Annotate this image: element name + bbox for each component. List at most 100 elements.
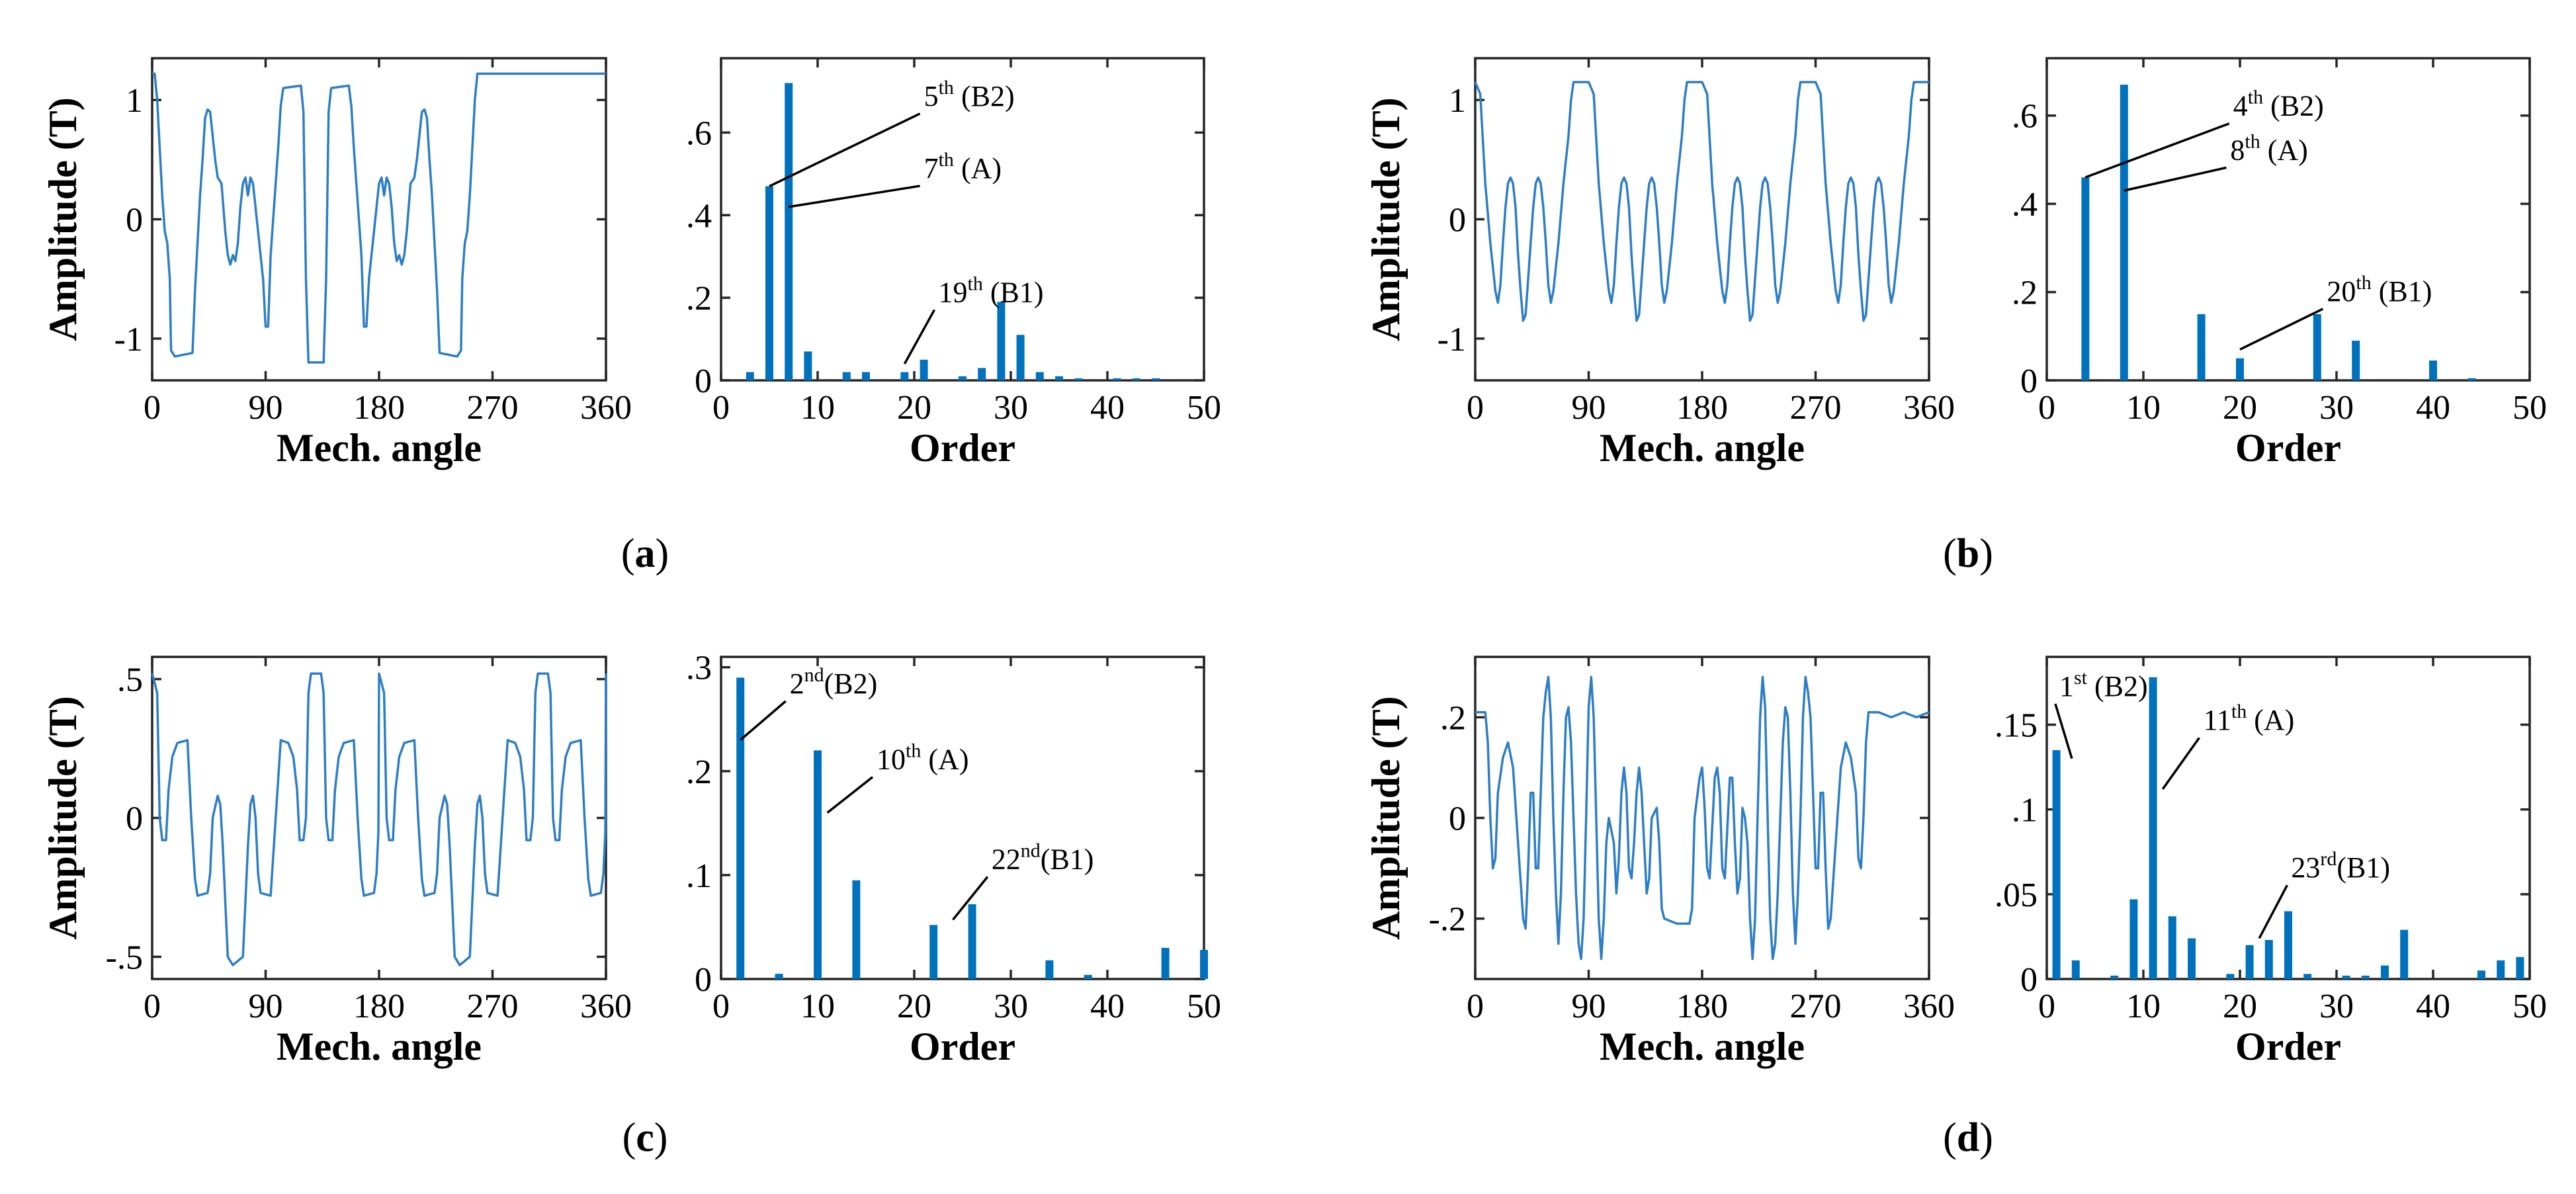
panel-d-waveform-ytick-label: .2 (1440, 699, 1466, 737)
panel-a-label: (a) (621, 531, 669, 576)
panel-a-bar-order-3 (746, 372, 754, 380)
panel-d-spectrum-ytick-label: .1 (2012, 792, 2038, 830)
panel-c-label: (c) (623, 1115, 668, 1160)
panel-c-bar-order-10 (814, 750, 822, 979)
panel-c-bar-order-34 (1045, 960, 1054, 979)
panel-b-bar-order-40 (2429, 361, 2437, 380)
panel-b-annotation-2: 20th (B1) (2327, 272, 2432, 308)
panel-c-spectrum-xtick-label: 20 (897, 988, 931, 1025)
panel-b-spectrum-xtick-label: 10 (2126, 389, 2161, 427)
panel-a-spectrum-xtick-label: 0 (712, 389, 730, 427)
panel-a-spectrum-ytick-label: .2 (686, 280, 712, 318)
panel-c-spectrum-xtick-label: 30 (994, 988, 1028, 1025)
panel-a-waveform-xtick-label: 90 (249, 389, 283, 427)
panel-a-spectrum-xtick-label: 50 (1187, 389, 1221, 427)
panel-d-bar-order-13 (2168, 916, 2176, 979)
panel-d-bar-order-19 (2226, 974, 2235, 979)
panel-c-annotation-leader-1 (826, 776, 874, 814)
panel-a-bar-order-21 (920, 359, 928, 380)
panel-c-bar-order-46 (1161, 947, 1170, 979)
panel-c-bar-order-38 (1084, 974, 1092, 979)
panel-b-spectrum-ytick-label: .4 (2012, 186, 2038, 224)
panel-c-spectrum-ytick-label: .2 (686, 753, 712, 791)
panel-c-waveform-xtick-label: 0 (144, 988, 161, 1025)
panel-b-waveform-xlabel: Mech. angle (1600, 426, 1805, 470)
panel-d-spectrum-ytick-label: .15 (1995, 707, 2038, 745)
panel-a-waveform-xtick-label: 180 (353, 389, 405, 427)
panel-c-annotation-leader-0 (740, 700, 787, 742)
panel-c-waveform-xlabel: Mech. angle (277, 1025, 482, 1068)
panel-a-bar-order-41 (1113, 378, 1121, 380)
panel-b-annotation-leader-0 (2084, 122, 2230, 179)
panel-d-spectrum-ytick-label: .05 (1995, 876, 2038, 914)
panel-d-waveform-xtick-label: 270 (1790, 988, 1842, 1025)
panel-d-waveform-xtick-label: 90 (1572, 988, 1606, 1025)
panel-a-bar-order-43 (1132, 378, 1140, 380)
panel-c-waveform-line (151, 672, 607, 966)
panel-d-waveform-line (1475, 675, 1930, 960)
panel-c-waveform-xtick-label: 90 (249, 988, 283, 1025)
panel-d-bar-order-45 (2477, 970, 2485, 979)
panel-d-annotation-leader-0 (2054, 703, 2073, 759)
panel-d-bar-order-7 (2110, 975, 2119, 979)
panel-b-waveform-ylabel: Amplitude (T) (1364, 97, 1408, 341)
panel-b-spectrum-xtick-label: 0 (2038, 389, 2055, 427)
panel-d-waveform-xtick-label: 0 (1467, 988, 1484, 1025)
panel-d-waveform-ylabel: Amplitude (T) (1364, 696, 1408, 939)
panel-d-annotation-2: 23rd(B1) (2291, 848, 2390, 884)
panel-a-waveform-xtick-label: 270 (467, 389, 519, 427)
panel-a-bar-order-35 (1055, 376, 1063, 380)
panel-b-annotation-1: 8th (A) (2230, 130, 2307, 166)
panel-c-spectrum-xlabel: Order (910, 1025, 1015, 1068)
panel-b-label: (b) (1943, 531, 1993, 576)
panel-c-annotation-2: 22nd(B1) (992, 839, 1094, 875)
panel-a-spectrum-xtick-label: 20 (897, 389, 931, 427)
panel-d-spectrum-plot: 0 10 20 30 40 50 0 .05 .1 .15 Order 1st (B2) 11th (A… (1995, 656, 2547, 1068)
panel-c-bar-order-6 (775, 974, 783, 979)
panel-d-bar-order-35 (2381, 965, 2389, 979)
panel-b-bar-order-8 (2120, 85, 2128, 380)
panel-c-waveform-ylabel: Amplitude (T) (41, 696, 85, 939)
panel-a-bar-order-29 (997, 302, 1006, 380)
panel-a-waveform-ylabel: Amplitude (T) (41, 97, 85, 341)
panel-c-spectrum-plot: 0 10 20 30 40 50 0 .1 .2 .3 Order 2nd(B2) 10th (A) 22… (686, 650, 1221, 1068)
panel-d-bar-order-9 (2129, 899, 2138, 979)
panel-d-bar-order-49 (2516, 957, 2524, 979)
panel-d-spectrum-xtick-label: 0 (2038, 988, 2055, 1025)
panel-b-spectrum-plot: 0 10 20 30 40 50 0 .2 .4 .6 Order 4th (B2) 8th (A) 20… (2012, 57, 2547, 470)
panel-b-bar-order-32 (2352, 341, 2360, 380)
panel-a-spectrum-xtick-label: 40 (1090, 389, 1125, 427)
panel-a-bar-order-37 (1074, 378, 1083, 380)
panel-a-bar-order-7 (785, 83, 793, 380)
panel-b-waveform-xtick-label: 270 (1790, 389, 1842, 427)
panel-d-label: (d) (1943, 1115, 1993, 1160)
panel-a-bar-order-31 (1016, 335, 1025, 380)
panel-c-bar-order-2 (736, 677, 745, 979)
panel-d-waveform-ytick-label: -.2 (1429, 901, 1466, 939)
panel-a-annotation-leader-0 (769, 112, 921, 188)
panel-b-waveform-ytick-label: 1 (1449, 82, 1466, 120)
panel-d-waveform-plot: 0 90 180 270 360 .2 0 -.2 Mech. angle Amplitude (… (1364, 656, 1955, 1068)
panel-a-waveform-line (151, 72, 607, 364)
panel-b-waveform-xtick-label: 360 (1903, 389, 1955, 427)
panel-d-spectrum-xtick-label: 30 (2319, 988, 2354, 1025)
panel-c-bar-order-22 (929, 925, 938, 979)
panel-d-annotation-0: 1st (B2) (2059, 667, 2148, 703)
panel-a-annotation-2: 19th (B1) (939, 273, 1044, 308)
panel-d-spectrum-xtick-label: 50 (2512, 988, 2547, 1025)
panel-a-annotation-leader-1 (788, 185, 920, 208)
panel-d-annotation-leader-2 (2258, 884, 2288, 939)
panel-c-spectrum-xtick-label: 0 (712, 988, 730, 1025)
panel-b-bar-order-28 (2313, 314, 2321, 380)
panel-b-spectrum-xtick-label: 50 (2512, 389, 2547, 427)
panel-a-spectrum-ytick-label: .6 (686, 114, 712, 152)
panel-c-waveform-ytick-label: 0 (126, 800, 143, 838)
panel-a-waveform-axes-box (151, 57, 607, 382)
panel-c-spectrum-ytick-label: .1 (686, 857, 712, 895)
panel-c-spectrum-xtick-label: 50 (1187, 988, 1221, 1025)
panel-c-waveform-xtick-label: 270 (467, 988, 519, 1025)
panel-d-spectrum-xtick-label: 10 (2126, 988, 2161, 1025)
panel-d-spectrum-xtick-label: 20 (2223, 988, 2257, 1025)
